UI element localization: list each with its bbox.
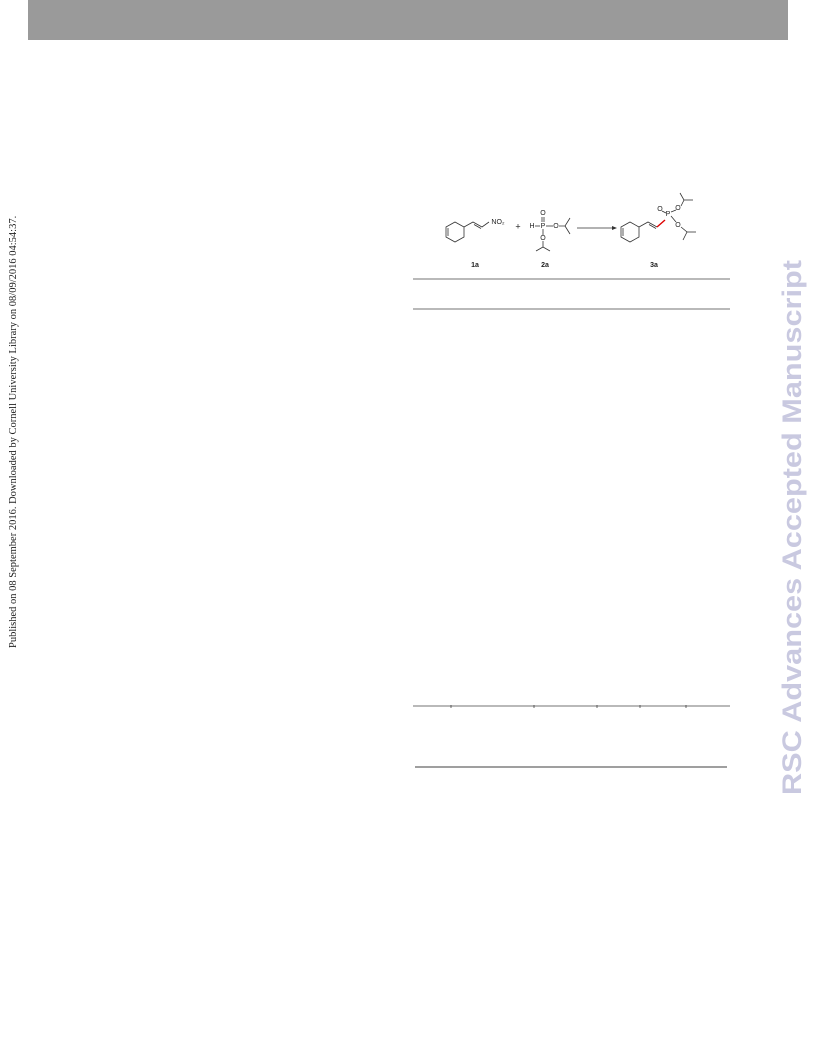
atom-label: O (675, 222, 681, 229)
header-bar (28, 0, 788, 40)
atom-label: P (666, 211, 671, 218)
watermark: RSC Advances Accepted Manuscript (777, 260, 807, 795)
atom-label: O (553, 223, 559, 230)
compound-label: 3a (650, 262, 658, 269)
compound-label: 2a (541, 262, 549, 269)
atom-label: P (541, 223, 546, 230)
atom-label: O (675, 205, 681, 212)
table-rules (413, 278, 730, 768)
atom-label: O (540, 235, 546, 242)
atom-label: O (540, 210, 546, 217)
plus-sign: + (515, 221, 520, 231)
compound-label: 1a (471, 262, 479, 269)
atom-label: H (529, 223, 534, 230)
atom-label: NO₂ (491, 219, 505, 226)
reaction-scheme: NO₂ + O H P O O O P O O 1a 2a 3a (445, 192, 696, 269)
atom-label: O (657, 206, 663, 213)
sidebar-text: Published on 08 September 2016. Download… (8, 216, 19, 648)
